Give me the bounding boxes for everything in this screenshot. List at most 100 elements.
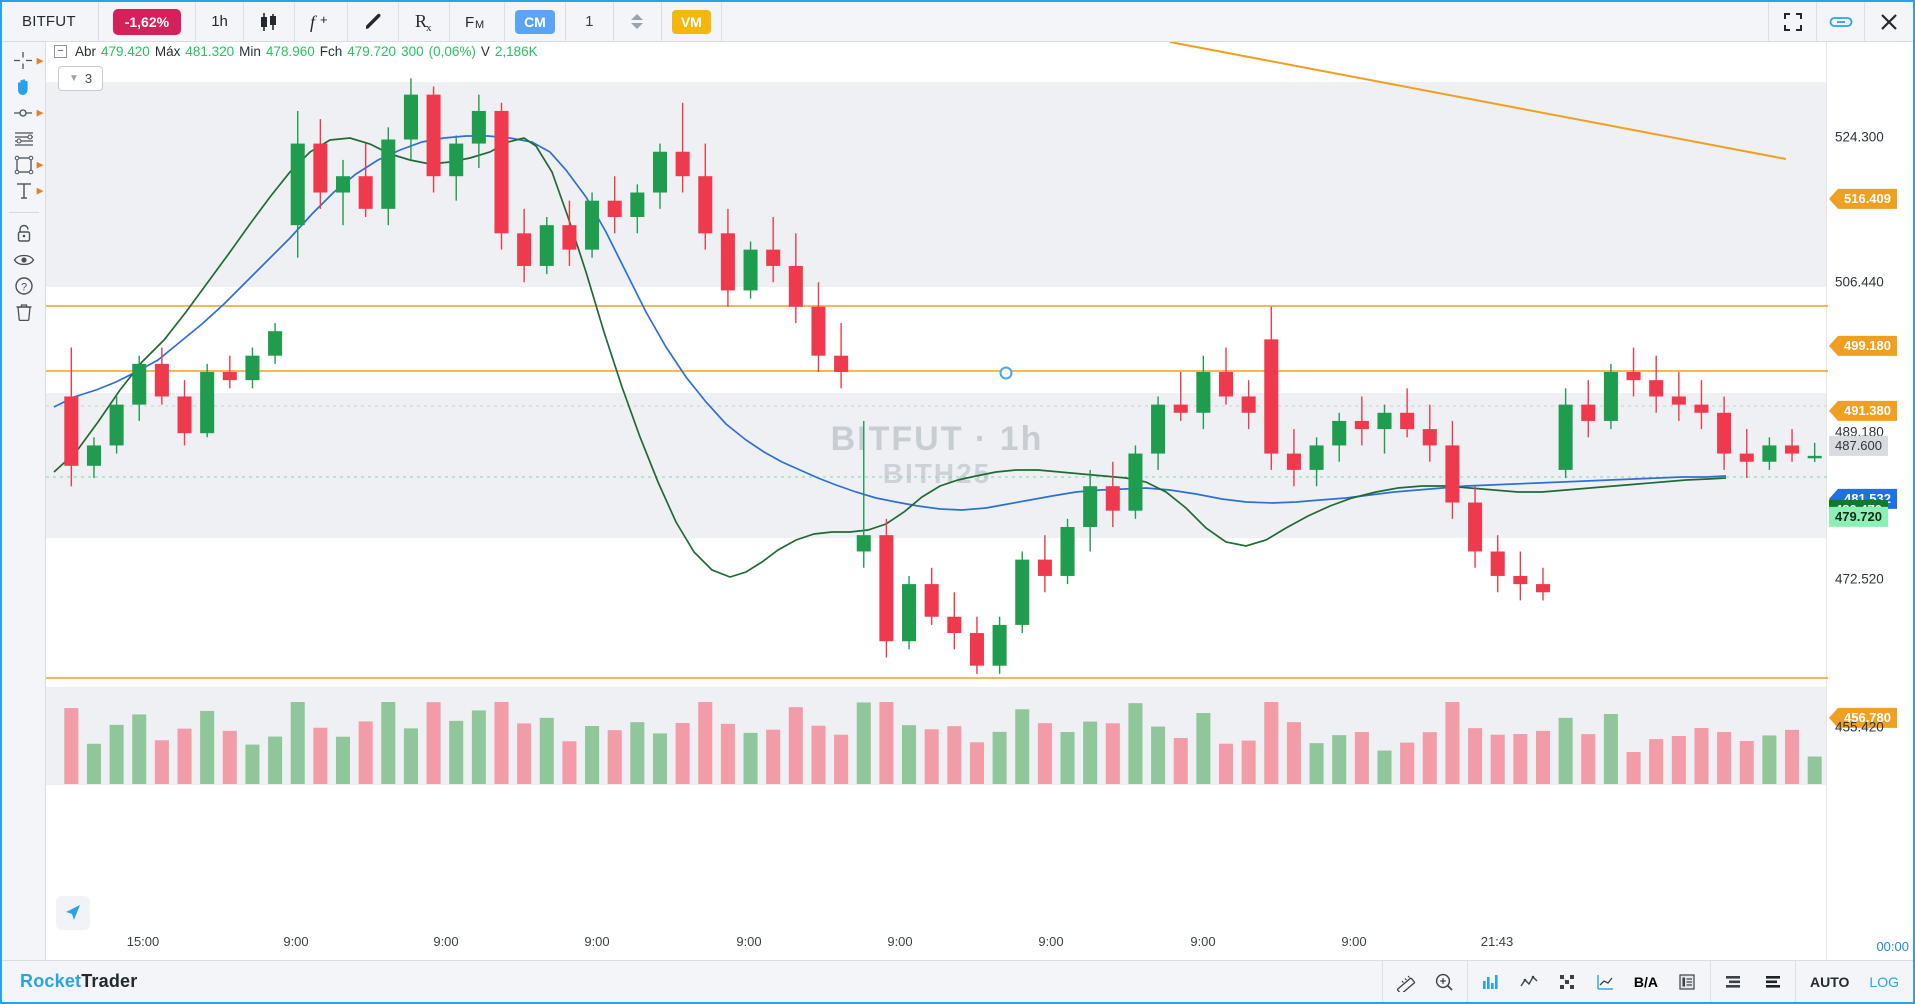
volume-bar: [1400, 742, 1415, 784]
candle-body: [1626, 372, 1641, 381]
candle-body: [1649, 380, 1664, 397]
fm-button[interactable]: F M: [450, 2, 506, 41]
candle-body: [1196, 372, 1211, 413]
toolbar-spacer: [722, 2, 1768, 41]
volume-bar: [1377, 750, 1392, 784]
price-tick: 524.300: [1835, 129, 1884, 145]
candle-body: [1037, 559, 1052, 576]
depth-button[interactable]: [1668, 961, 1706, 1002]
candle-body: [879, 535, 894, 642]
timeframe-button[interactable]: 1h: [196, 2, 245, 41]
svg-text:M: M: [475, 19, 484, 31]
candle-body: [1807, 455, 1822, 459]
volume-bar: [132, 714, 147, 784]
volume-bar: [766, 729, 781, 784]
change-badge-cell[interactable]: -1,62%: [99, 2, 197, 41]
bid-ask-button[interactable]: B/A: [1624, 974, 1668, 990]
price-badge: 516.409: [1829, 188, 1897, 210]
chevron-right-icon: ▶: [36, 107, 44, 118]
candle-body: [1151, 404, 1166, 454]
clock-readout: 00:00: [1876, 938, 1909, 956]
candle-body: [1354, 420, 1369, 430]
volume-bar: [245, 744, 260, 784]
lock-tool[interactable]: [2, 221, 46, 247]
low-value: 478.960: [265, 44, 315, 59]
price-tick: 506.440: [1835, 274, 1884, 290]
bar-chart-button[interactable]: [1472, 961, 1510, 1002]
vm-button[interactable]: VM: [662, 2, 722, 41]
align-right-button[interactable]: [1753, 961, 1791, 1002]
trendline-tool[interactable]: ▶: [2, 100, 46, 126]
quantity-stepper[interactable]: [614, 2, 662, 41]
open-value: 479.420: [101, 44, 150, 59]
rx-button[interactable]: R x: [399, 2, 451, 41]
close-button[interactable]: [1865, 2, 1913, 41]
candle-body: [290, 143, 305, 226]
link-icon: [1829, 14, 1853, 30]
time-tick: 9:00: [283, 934, 309, 949]
auto-scale-button[interactable]: AUTO: [1800, 974, 1859, 990]
candle-body: [1513, 575, 1528, 585]
candle-body: [856, 535, 871, 552]
candle-body: [1581, 404, 1596, 421]
logo-part-a: Rocket: [20, 971, 82, 991]
trash-tool[interactable]: [2, 299, 46, 325]
close-value: 479.720: [347, 44, 397, 59]
price-badge: 487.600: [1829, 435, 1888, 457]
price-plot-svg: [46, 42, 1828, 784]
fib-levels-tool[interactable]: [2, 126, 46, 152]
timeframe-label: 1h: [211, 13, 228, 30]
link-button[interactable]: [1817, 2, 1865, 41]
period-select[interactable]: ▼ 3: [58, 66, 104, 91]
cm-button[interactable]: CM: [505, 2, 566, 41]
indicators-button[interactable]: f +: [295, 2, 349, 41]
volume-bar: [1649, 739, 1664, 784]
align-left-icon: [1724, 973, 1744, 991]
candle-body: [268, 331, 283, 356]
collapse-icon[interactable]: −: [54, 45, 67, 58]
quantity-field[interactable]: 1: [566, 2, 614, 41]
candle-body: [1241, 396, 1256, 413]
checkered-pattern-icon: [1558, 973, 1576, 991]
volume-bar: [403, 728, 418, 784]
axis-icon: [1595, 973, 1615, 991]
time-axis[interactable]: 15:00 9:00 9:00 9:00 9:00 9:00 9:00 9:00 9:00 21:…: [46, 930, 1828, 960]
volume-bar: [1151, 726, 1166, 784]
chart-type-button[interactable]: [244, 2, 296, 41]
volume-bar: [471, 710, 486, 784]
log-scale-button[interactable]: LOG: [1859, 974, 1909, 990]
candle-body: [381, 139, 396, 209]
draw-button[interactable]: [348, 2, 400, 41]
price-axis[interactable]: 524.300 516.409 506.440 499.180 491.380 489.1…: [1826, 42, 1911, 960]
svg-text:?: ?: [20, 282, 26, 294]
volume-bar: [811, 725, 826, 784]
chart-canvas[interactable]: BITFUT · 1h BITH25: [46, 42, 1828, 960]
axis-scale-button[interactable]: [1586, 961, 1624, 1002]
volume-bar: [494, 702, 509, 784]
svg-text:+: +: [320, 12, 328, 27]
help-tool[interactable]: ?: [2, 273, 46, 299]
pattern-button[interactable]: [1548, 961, 1586, 1002]
volume-bar: [64, 708, 79, 784]
period-value: 3: [84, 71, 93, 86]
visibility-tool[interactable]: [2, 247, 46, 273]
align-left-button[interactable]: [1715, 961, 1753, 1002]
symbol-button[interactable]: BITFUT: [2, 2, 99, 41]
line-chart-button[interactable]: [1510, 961, 1548, 1002]
volume-bar: [1286, 722, 1301, 784]
volume-bar: [1332, 735, 1347, 784]
hand-tool[interactable]: [2, 74, 46, 100]
measure-button[interactable]: [1387, 961, 1425, 1002]
candle-body: [743, 249, 758, 291]
close-icon: [1880, 13, 1898, 31]
volume-value: 2,186K: [494, 44, 538, 59]
text-tool[interactable]: ▶: [2, 178, 46, 204]
time-tick: 9:00: [584, 934, 610, 949]
candle-body: [1083, 486, 1098, 527]
reset-view-button[interactable]: [56, 896, 90, 930]
shapes-tool[interactable]: ▶: [2, 152, 46, 178]
zoom-in-button[interactable]: [1425, 961, 1463, 1002]
fullscreen-button[interactable]: [1769, 2, 1817, 41]
crosshair-tool[interactable]: ▶: [2, 48, 46, 74]
svg-text:R: R: [415, 11, 427, 31]
